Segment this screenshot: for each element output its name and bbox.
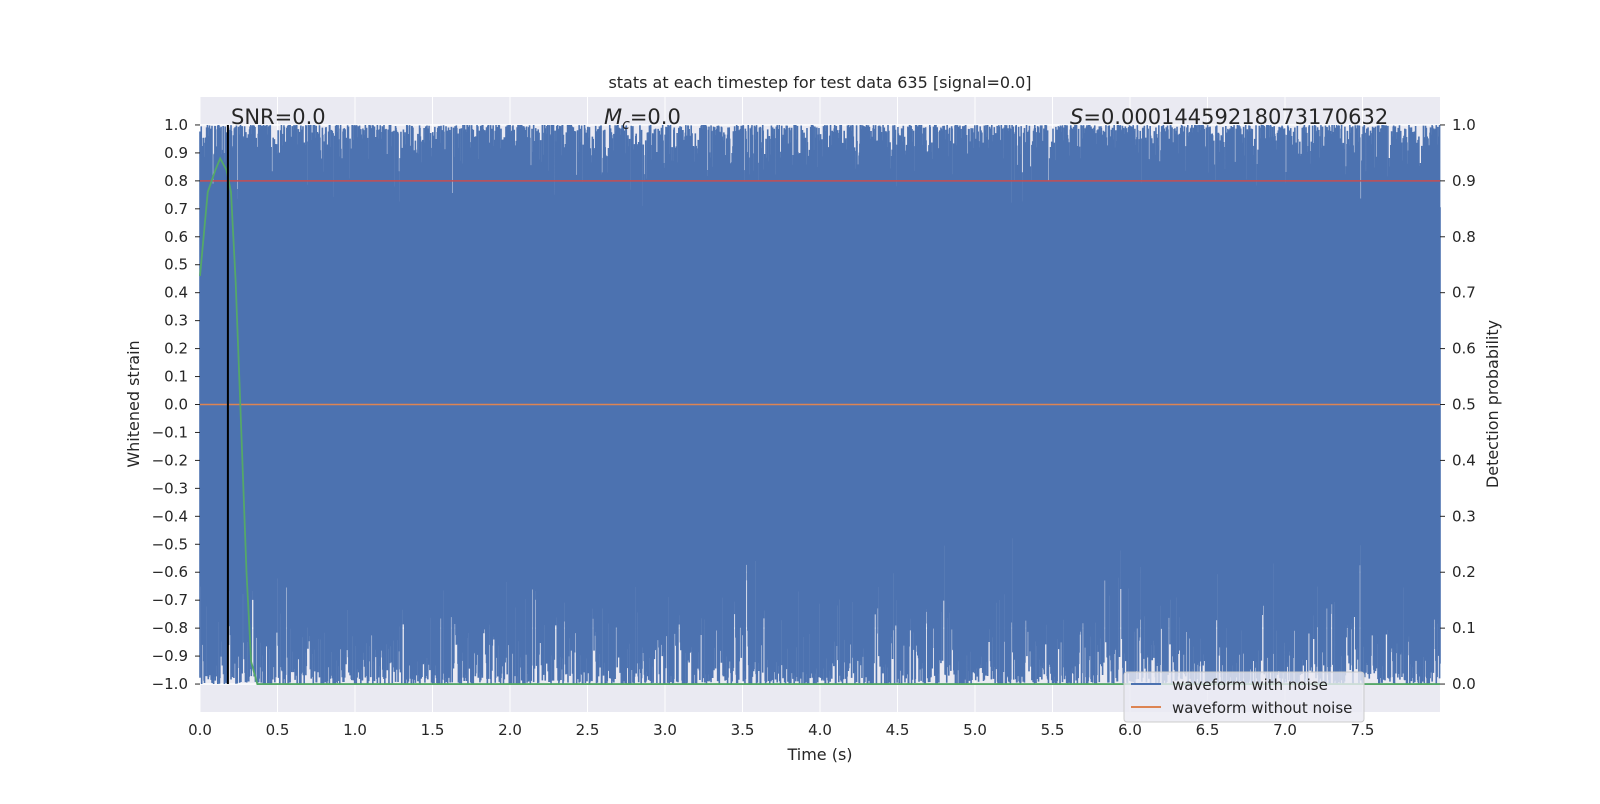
x-tick-label: 4.5 bbox=[886, 721, 910, 739]
y-tick-label: −0.9 bbox=[152, 647, 188, 665]
s-symbol: S bbox=[1070, 105, 1083, 129]
x-axis: 0.0 0.5 1.0 1.5 2.0 2.5 3.0 3.5 4.0 4.5 5.0 5.5 6.0 6… bbox=[188, 721, 1374, 739]
y2-tick-label: 0.1 bbox=[1452, 619, 1476, 637]
y2-tick-label: 0.9 bbox=[1452, 172, 1476, 190]
x-tick-label: 0.5 bbox=[266, 721, 290, 739]
y2-tick-label: 0.2 bbox=[1452, 563, 1476, 581]
y2-tick-label: 1.0 bbox=[1452, 116, 1476, 134]
mc-subscript: c bbox=[622, 117, 630, 133]
s-value: =0.0001445921807317​0632 bbox=[1083, 105, 1388, 129]
legend-label-noise: waveform with noise bbox=[1172, 676, 1328, 694]
y2-tick-label: 0.3 bbox=[1452, 507, 1476, 525]
x-tick-label: 5.0 bbox=[963, 721, 987, 739]
y-tick-label: 0.7 bbox=[164, 200, 188, 218]
y-tick-label: 0.1 bbox=[164, 368, 188, 386]
x-tick-label: 1.0 bbox=[343, 721, 367, 739]
y-tick-label: 0.2 bbox=[164, 340, 188, 358]
y-tick-label: −0.6 bbox=[152, 563, 188, 581]
y-tick-label: −1.0 bbox=[152, 675, 188, 693]
y-tick-label: 0.8 bbox=[164, 172, 188, 190]
line-series bbox=[199, 124, 1440, 685]
y-tick-label: 1.0 bbox=[164, 116, 188, 134]
y-tick-label: −0.8 bbox=[152, 619, 188, 637]
snr-annotation: SNR=0.0 bbox=[231, 105, 326, 129]
mc-annotation: Mc=0.0 bbox=[604, 105, 681, 133]
x-axis-label: Time (s) bbox=[786, 745, 852, 764]
y2-tick-label: 0.7 bbox=[1452, 284, 1476, 302]
x-tick-label: 2.0 bbox=[498, 721, 522, 739]
legend: waveform with noise waveform without noi… bbox=[1123, 671, 1365, 723]
y2-tick-label: 0.0 bbox=[1452, 675, 1476, 693]
y2-tick-label: 0.8 bbox=[1452, 228, 1476, 246]
mc-symbol: M bbox=[604, 105, 622, 129]
y-tick-label: −0.2 bbox=[152, 451, 188, 469]
mc-value: =0.0 bbox=[630, 105, 681, 129]
x-tick-label: 6.5 bbox=[1196, 721, 1220, 739]
legend-label-clean: waveform without noise bbox=[1172, 699, 1352, 717]
x-tick-label: 3.0 bbox=[653, 721, 677, 739]
x-tick-label: 7.0 bbox=[1273, 721, 1297, 739]
y-tick-label: 0.6 bbox=[164, 228, 188, 246]
y-tick-label: −0.4 bbox=[152, 507, 188, 525]
y-tick-label: 0.3 bbox=[164, 312, 188, 330]
legend-box bbox=[1123, 671, 1365, 723]
x-tick-label: 3.5 bbox=[731, 721, 755, 739]
x-tick-label: 2.5 bbox=[576, 721, 600, 739]
x-tick-label: 5.5 bbox=[1041, 721, 1065, 739]
detection-probability-line bbox=[199, 156, 1440, 685]
s-annotation: S=0.0001445921807317​0632 bbox=[1070, 105, 1388, 129]
y-tick-label: 0.5 bbox=[164, 256, 188, 274]
y-tick-label: 0.9 bbox=[164, 144, 188, 162]
y-axis-label: Whitened strain bbox=[124, 340, 143, 467]
x-tick-label: 1.5 bbox=[421, 721, 445, 739]
x-tick-label: 7.5 bbox=[1351, 721, 1375, 739]
y-tick-label: −0.7 bbox=[152, 591, 188, 609]
y-axis-right: 1.0 0.9 0.8 0.7 0.6 0.5 0.4 0.3 0.2 0.1 0.0 bbox=[1440, 116, 1476, 693]
y-tick-label: −0.3 bbox=[152, 479, 188, 497]
noise-series bbox=[199, 124, 1441, 685]
y2-tick-label: 0.4 bbox=[1452, 451, 1476, 469]
y-tick-label: −0.5 bbox=[152, 535, 188, 553]
x-tick-label: 6.0 bbox=[1118, 721, 1142, 739]
y2-axis-label: Detection probability bbox=[1483, 320, 1502, 488]
x-tick-label: 0.0 bbox=[188, 721, 212, 739]
y-tick-label: 0.4 bbox=[164, 284, 188, 302]
y-axis-left: 1.0 0.9 0.8 0.7 0.6 0.5 0.4 0.3 0.2 0.1 0.0 −0.1 −0.… bbox=[152, 116, 200, 693]
y-tick-label: 0.0 bbox=[164, 396, 188, 414]
chart-title: stats at each timestep for test data 635… bbox=[608, 73, 1031, 92]
y2-tick-label: 0.5 bbox=[1452, 396, 1476, 414]
y2-tick-label: 0.6 bbox=[1452, 340, 1476, 358]
x-tick-label: 4.0 bbox=[808, 721, 832, 739]
noise-core-band bbox=[200, 220, 1440, 511]
y-tick-label: −0.1 bbox=[152, 423, 188, 441]
